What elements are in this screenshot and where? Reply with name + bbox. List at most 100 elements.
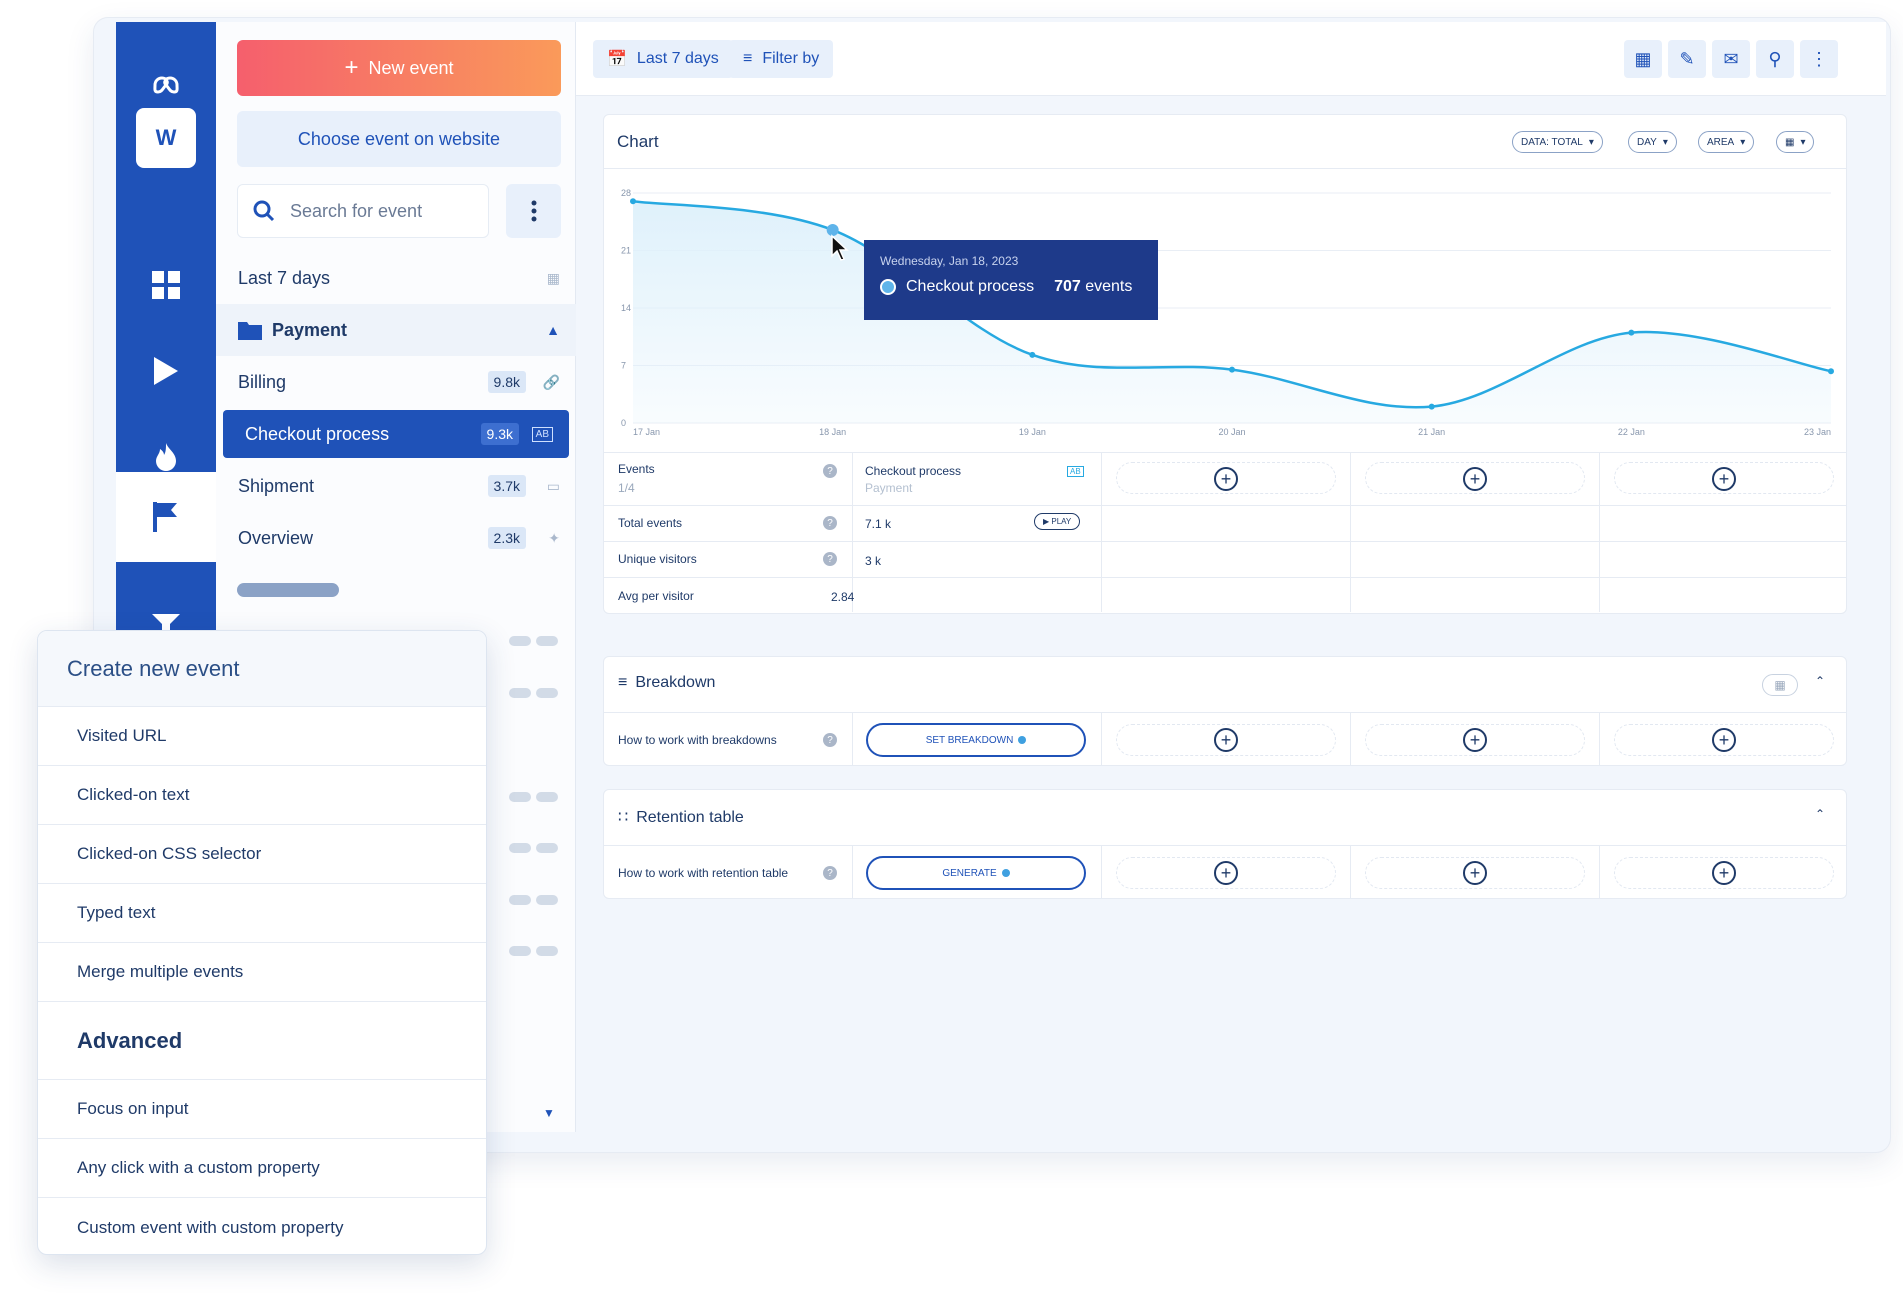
placeholder-dash xyxy=(536,636,558,646)
help-icon[interactable]: ? xyxy=(823,516,837,530)
add-retention-slot[interactable] xyxy=(1365,857,1585,889)
data-point xyxy=(1029,351,1036,358)
add-retention-slot[interactable] xyxy=(1614,857,1834,889)
more-vertical-icon[interactable]: ⋮ xyxy=(1800,40,1838,78)
date-range-button[interactable]: 📅 Last 7 days xyxy=(593,40,733,78)
day-dropdown[interactable]: DAY ▾ xyxy=(1628,131,1677,153)
x-tick-label: 21 Jan xyxy=(1418,427,1445,437)
menu-item-visited-url[interactable]: Visited URL xyxy=(38,707,486,766)
folder-label: Payment xyxy=(272,319,348,340)
heatmap-flame-icon[interactable] xyxy=(116,426,216,488)
collapse-chevron-icon[interactable]: ⌃ xyxy=(1815,807,1826,821)
export-icon[interactable]: ▦ xyxy=(1762,674,1798,696)
menu-item-typed-text[interactable]: Typed text xyxy=(38,884,486,943)
divider xyxy=(852,712,853,766)
email-icon[interactable]: ✉ xyxy=(1712,40,1750,78)
ab-badge: AB xyxy=(1067,466,1084,477)
menu-item-custom-event-custom-property[interactable]: Custom event with custom property xyxy=(77,1217,344,1237)
retention-header: ∷ Retention table xyxy=(618,807,744,827)
tooltip-unit: events xyxy=(1085,278,1133,295)
placeholder-dash xyxy=(509,946,531,956)
retention-help-link[interactable]: How to work with retention table xyxy=(618,866,789,880)
share-user-icon[interactable]: ⚲ xyxy=(1756,40,1794,78)
create-event-popup: Create new event Visited URL Clicked-on … xyxy=(37,630,487,1255)
generate-button[interactable]: GENERATE xyxy=(866,856,1086,890)
play-button[interactable]: ▶ PLAY xyxy=(1034,513,1081,530)
dashboard-icon[interactable] xyxy=(116,254,216,316)
new-event-button[interactable]: + New event xyxy=(237,40,561,96)
filter-button[interactable]: ≡ Filter by xyxy=(729,40,834,78)
workspace-avatar[interactable]: W xyxy=(136,108,196,168)
add-breakdown-slot[interactable] xyxy=(1116,724,1336,756)
divider xyxy=(604,541,1846,542)
sidebar-item-billing[interactable]: Billing 9.8k 🔗 xyxy=(216,356,576,408)
lines-icon: ≡ xyxy=(618,674,628,691)
collapse-chevron-icon[interactable]: ⌃ xyxy=(1815,674,1826,688)
status-dot-icon xyxy=(1018,736,1027,744)
choose-event-on-website-button[interactable]: Choose event on website xyxy=(237,111,561,167)
menu-item-focus-on-input[interactable]: Focus on input xyxy=(38,1080,486,1139)
sidebar-item-shipment[interactable]: Shipment 3.7k ▭ xyxy=(216,460,576,512)
date-range-row[interactable]: Last 7 days ▦ xyxy=(216,252,576,304)
mouse-cursor-icon xyxy=(831,234,849,261)
help-icon[interactable]: ? xyxy=(823,464,837,478)
add-plus-icon[interactable]: + xyxy=(1712,728,1736,752)
edit-pencil-icon[interactable]: ✎ xyxy=(1668,40,1706,78)
add-breakdown-slot[interactable] xyxy=(1365,724,1585,756)
menu-item-any-click-custom-property[interactable]: Any click with a custom property xyxy=(38,1139,486,1198)
add-breakdown-slot[interactable] xyxy=(1614,724,1834,756)
add-event-slot[interactable] xyxy=(1614,462,1834,494)
placeholder-dash xyxy=(509,688,531,698)
choose-event-label: Choose event on website xyxy=(297,128,501,149)
cursor-click-icon: ✦ xyxy=(548,529,560,546)
add-event-plus-icon[interactable]: + xyxy=(1463,467,1487,491)
event-count: 2.3k xyxy=(487,527,526,549)
add-event-plus-icon[interactable]: + xyxy=(1214,467,1238,491)
divider xyxy=(1599,452,1600,612)
add-plus-icon[interactable]: + xyxy=(1214,861,1238,885)
y-tick-label: 14 xyxy=(621,303,631,313)
sidebar-item-overview[interactable]: Overview 2.3k ✦ xyxy=(216,512,576,564)
add-event-slot[interactable] xyxy=(1116,462,1336,494)
help-icon[interactable]: ? xyxy=(823,552,837,566)
breakdown-help-link[interactable]: How to work with breakdowns xyxy=(618,733,777,747)
export-dropdown[interactable]: ▦ ▾ xyxy=(1776,131,1815,153)
folder-payment[interactable]: Payment ▲ xyxy=(216,304,576,356)
chevron-up-icon[interactable]: ▲ xyxy=(546,322,560,338)
add-plus-icon[interactable]: + xyxy=(1463,728,1487,752)
funnel-icon[interactable] xyxy=(116,594,216,656)
set-breakdown-button[interactable]: SET BREAKDOWN xyxy=(866,723,1086,757)
add-event-slot[interactable] xyxy=(1365,462,1585,494)
x-tick-label: 22 Jan xyxy=(1618,427,1645,437)
help-icon[interactable]: ? xyxy=(823,866,837,880)
y-tick-label: 0 xyxy=(621,418,626,428)
total-events-value: 7.1 k xyxy=(865,517,892,531)
add-plus-icon[interactable]: + xyxy=(1463,861,1487,885)
divider xyxy=(1599,845,1600,899)
x-tick-label: 18 Jan xyxy=(819,427,846,437)
menu-item-clicked-on-css-selector[interactable]: Clicked-on CSS selector xyxy=(38,825,486,884)
chevron-down-icon[interactable]: ▼ xyxy=(543,1106,555,1120)
play-recordings-icon[interactable] xyxy=(116,340,216,402)
add-retention-slot[interactable] xyxy=(1116,857,1336,889)
data-point xyxy=(630,198,636,205)
events-flag-icon[interactable] xyxy=(116,472,216,562)
data-total-dropdown[interactable]: DATA: TOTAL ▾ xyxy=(1512,131,1603,153)
add-plus-icon[interactable]: + xyxy=(1214,728,1238,752)
area-dropdown[interactable]: AREA ▾ xyxy=(1698,131,1755,153)
sidebar-more-button[interactable] xyxy=(506,184,561,238)
add-event-plus-icon[interactable]: + xyxy=(1712,467,1736,491)
calendar-icon[interactable]: ▦ xyxy=(546,269,560,286)
chart-title: Chart xyxy=(617,132,659,151)
add-to-dashboard-icon[interactable]: ▦ xyxy=(1624,40,1662,78)
menu-item-merge-multiple-events[interactable]: Merge multiple events xyxy=(38,943,486,1002)
sidebar-item-checkout-process[interactable]: Checkout process 9.3k AB xyxy=(223,410,569,458)
breakdown-header: ≡ Breakdown xyxy=(618,674,715,692)
divider xyxy=(1599,712,1600,766)
help-icon[interactable]: ? xyxy=(823,733,837,747)
infinity-logo-icon[interactable] xyxy=(116,54,216,116)
search-input[interactable]: Search for event xyxy=(237,184,489,238)
menu-item-clicked-on-text[interactable]: Clicked-on text xyxy=(38,766,486,825)
add-plus-icon[interactable]: + xyxy=(1712,861,1736,885)
unique-visitors-label: Unique visitors xyxy=(618,552,697,566)
